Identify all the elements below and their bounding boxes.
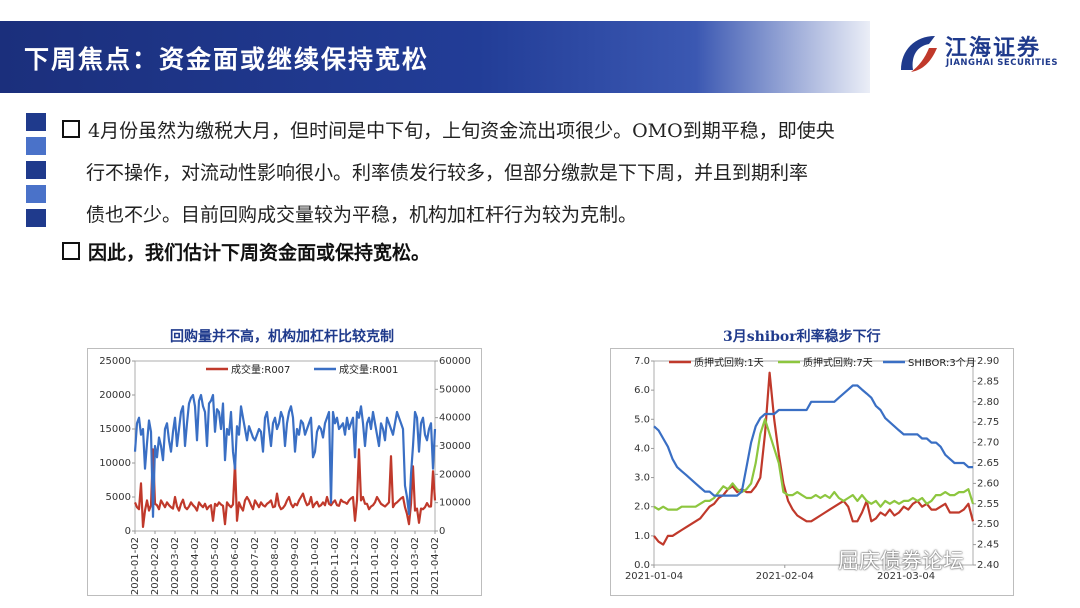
- x-tick-label: 2021-02-02: [390, 537, 401, 595]
- paragraph-1: 4月份虽然为缴税大月，但时间是中下旬，上旬资金流出项很少。OMO到期平稳，即使央…: [62, 110, 1042, 236]
- series-line-3: [653, 384, 973, 497]
- y-right-tick-label: 2.85: [977, 376, 999, 387]
- y-left-tick-label: 25000: [99, 356, 131, 367]
- y-left-tick-label: 20000: [99, 390, 131, 401]
- y-right-tick-label: 50000: [439, 384, 471, 395]
- y-right-tick-label: 0: [439, 526, 445, 537]
- y-left-tick-label: 6.0: [634, 385, 650, 396]
- y-left-tick-label: 15000: [99, 424, 131, 435]
- y-left-tick-label: 0: [125, 526, 131, 537]
- y-right-tick-label: 2.70: [977, 438, 999, 449]
- decor-square: [26, 161, 46, 179]
- checkbox-bullet-icon: [62, 242, 80, 260]
- y-right-tick-label: 2.60: [977, 478, 999, 489]
- x-tick-label: 2020-05-02: [210, 537, 221, 595]
- chart1-frame: 0 5000 10000 15000 20000 25000 0 10000 20000 3000…: [87, 348, 482, 596]
- x-tick-label: 2021-01-04: [625, 571, 683, 582]
- x-tick-label: 2021-03-04: [877, 571, 935, 582]
- y-right-tick-label: 2.75: [977, 417, 999, 428]
- chart1-svg: 0 5000 10000 15000 20000 25000 0 10000 20000 3000…: [99, 356, 471, 595]
- x-tick-label: 2020-11-02: [330, 537, 341, 595]
- y-left-tick-label: 5.0: [634, 414, 650, 425]
- title-banner: [0, 21, 870, 93]
- y-left-tick-label: 5000: [106, 492, 131, 503]
- watermark-text: 屈庆债券论坛: [838, 549, 964, 573]
- y-right-tick-label: 2.50: [977, 519, 999, 530]
- x-tick-label: 2021-02-04: [756, 571, 814, 582]
- decor-square: [26, 113, 46, 131]
- decor-square: [26, 185, 46, 203]
- paragraph-1-line-2: 行不操作，对流动性影响很小。利率债发行较多，但部分缴款是下下周，并且到期利率: [86, 162, 809, 184]
- x-tick-label: 2020-01-02: [130, 537, 141, 595]
- x-tick-label: 2020-03-02: [170, 537, 181, 595]
- y-right-tick-label: 40000: [439, 413, 471, 424]
- jianghai-logo-icon: [901, 36, 937, 72]
- chart2-title: 3月shibor利率稳步下行: [723, 329, 881, 345]
- y-left-tick-label: 2.0: [634, 502, 650, 513]
- x-tick-label: 2020-12-02: [350, 537, 361, 595]
- legend-label: SHIBOR:3个月: [908, 357, 976, 369]
- y-left-tick-label: 3.0: [634, 473, 650, 484]
- y-right-tick-label: 10000: [439, 498, 471, 509]
- paragraph-2-text: 因此，我们估计下周资金面或保持宽松。: [88, 242, 431, 264]
- y-left-tick-label: 4.0: [634, 443, 650, 454]
- y-left-tick-label: 0.0: [634, 560, 650, 571]
- y-left-tick-label: 7.0: [634, 356, 650, 367]
- y-right-tick-label: 60000: [439, 356, 471, 367]
- chart2-svg: 0.0 1.0 2.0 3.0 4.0 5.0 6.0 7.0 2.40 2.45 2.50 2.55…: [625, 356, 999, 582]
- x-tick-label: 2020-04-02: [190, 537, 201, 595]
- x-tick-label: 2020-09-02: [290, 537, 301, 595]
- y-left-tick-label: 1.0: [634, 531, 650, 542]
- x-tick-label: 2020-07-02: [250, 537, 261, 595]
- y-right-tick-label: 20000: [439, 469, 471, 480]
- y-right-tick-label: 2.55: [977, 499, 999, 510]
- checkbox-bullet-icon: [62, 120, 80, 138]
- y-left-tick-label: 10000: [99, 458, 131, 469]
- paragraph-1-line-1: 4月份虽然为缴税大月，但时间是中下旬，上旬资金流出项很少。OMO到期平稳，即使央: [88, 120, 835, 142]
- paragraph-2: 因此，我们估计下周资金面或保持宽松。: [62, 238, 430, 265]
- y-right-tick-label: 2.65: [977, 458, 999, 469]
- legend-label: 质押式回购:7天: [803, 356, 873, 369]
- legend-label: 质押式回购:1天: [694, 356, 764, 369]
- logo-text-en: JIANGHAI SECURITIES: [946, 58, 1058, 68]
- legend-label: 成交量:R001: [339, 363, 398, 376]
- decor-square: [26, 209, 46, 227]
- x-tick-label: 2021-03-02: [410, 537, 421, 595]
- x-tick-label: 2020-08-02: [270, 537, 281, 595]
- series-line-2: [133, 393, 437, 518]
- x-tick-label: 2020-06-02: [230, 537, 241, 595]
- legend-label: 成交量:R007: [231, 363, 290, 376]
- y-right-tick-label: 2.80: [977, 397, 999, 408]
- paragraph-1-line-3: 债也不少。目前回购成交量较为平稳，机构加杠杆行为较为克制。: [86, 204, 638, 226]
- x-tick-label: 2020-10-02: [310, 537, 321, 595]
- logo-text-cn: 江海证券: [945, 35, 1042, 61]
- x-tick-label: 2021-01-02: [370, 537, 381, 595]
- decor-square: [26, 137, 46, 155]
- x-tick-label: 2021-04-02: [430, 537, 441, 595]
- y-right-tick-label: 30000: [439, 441, 471, 452]
- series-line-1: [133, 448, 437, 528]
- plot-area: [653, 360, 974, 566]
- y-right-tick-label: 2.40: [977, 560, 999, 571]
- page-title: 下周焦点：资金面或继续保持宽松: [24, 45, 430, 74]
- chart1-title: 回购量并不高，机构加杠杆比较克制: [170, 329, 394, 345]
- series-line-2: [653, 418, 975, 511]
- chart2-frame: 0.0 1.0 2.0 3.0 4.0 5.0 6.0 7.0 2.40 2.45 2.50 2.55…: [610, 348, 1014, 596]
- y-right-tick-label: 2.45: [977, 540, 999, 551]
- x-tick-label: 2020-02-02: [150, 537, 161, 595]
- series-line-1: [653, 371, 975, 546]
- y-right-tick-label: 2.90: [977, 356, 999, 367]
